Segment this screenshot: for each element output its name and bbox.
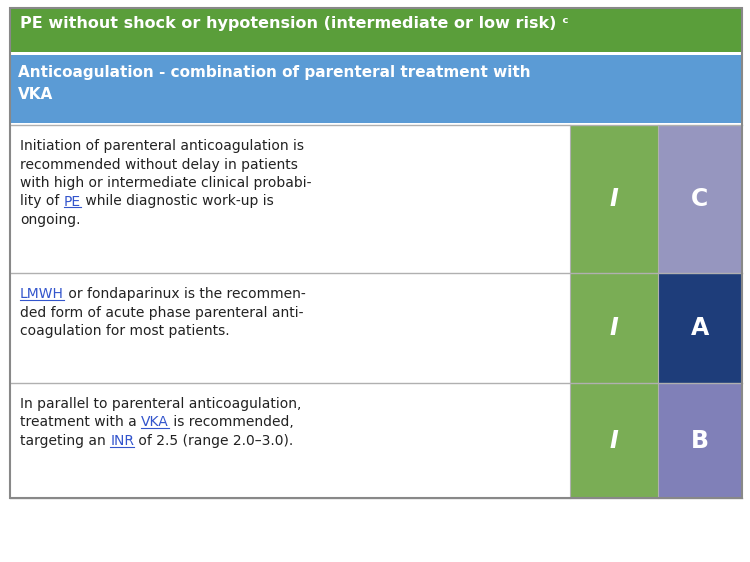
Bar [10, 8, 742, 498]
Bar [570, 125, 658, 273]
Text: with high or intermediate clinical probabi-: with high or intermediate clinical proba… [20, 176, 311, 190]
Bar [10, 55, 742, 123]
Bar [570, 383, 658, 498]
Text: ded form of acute phase parenteral anti-: ded form of acute phase parenteral anti- [20, 306, 304, 320]
Bar [658, 125, 742, 273]
Text: I: I [610, 428, 618, 452]
Text: recommended without delay in patients: recommended without delay in patients [20, 157, 298, 171]
Text: I: I [610, 316, 618, 340]
Bar [10, 383, 570, 498]
Text: coagulation for most patients.: coagulation for most patients. [20, 324, 229, 338]
Bar [10, 125, 570, 273]
Text: VKA: VKA [141, 415, 169, 429]
Text: In parallel to parenteral anticoagulation,: In parallel to parenteral anticoagulatio… [20, 397, 302, 411]
Text: Anticoagulation - combination of parenteral treatment with: Anticoagulation - combination of parente… [18, 65, 531, 80]
Text: INR: INR [110, 434, 134, 448]
Text: is recommended,: is recommended, [169, 415, 294, 429]
Bar [658, 383, 742, 498]
Bar [10, 8, 742, 52]
Text: of 2.5 (range 2.0–3.0).: of 2.5 (range 2.0–3.0). [134, 434, 293, 448]
Text: lity of: lity of [20, 194, 64, 209]
Text: B: B [691, 428, 709, 452]
Text: I: I [610, 187, 618, 211]
Bar [10, 273, 570, 383]
Text: or fondaparinux is the recommen-: or fondaparinux is the recommen- [64, 287, 306, 301]
Bar [658, 273, 742, 383]
Bar [570, 273, 658, 383]
Text: PE without shock or hypotension (intermediate or low risk) ᶜ: PE without shock or hypotension (interme… [20, 16, 568, 31]
Text: targeting an: targeting an [20, 434, 110, 448]
Text: PE: PE [64, 194, 81, 209]
Text: C: C [692, 187, 709, 211]
Text: Initiation of parenteral anticoagulation is: Initiation of parenteral anticoagulation… [20, 139, 304, 153]
Text: while diagnostic work-up is: while diagnostic work-up is [81, 194, 274, 209]
Text: VKA: VKA [18, 87, 53, 102]
Text: A: A [691, 316, 709, 340]
Text: treatment with a: treatment with a [20, 415, 141, 429]
Text: LMWH: LMWH [20, 287, 64, 301]
Text: ongoing.: ongoing. [20, 213, 80, 227]
